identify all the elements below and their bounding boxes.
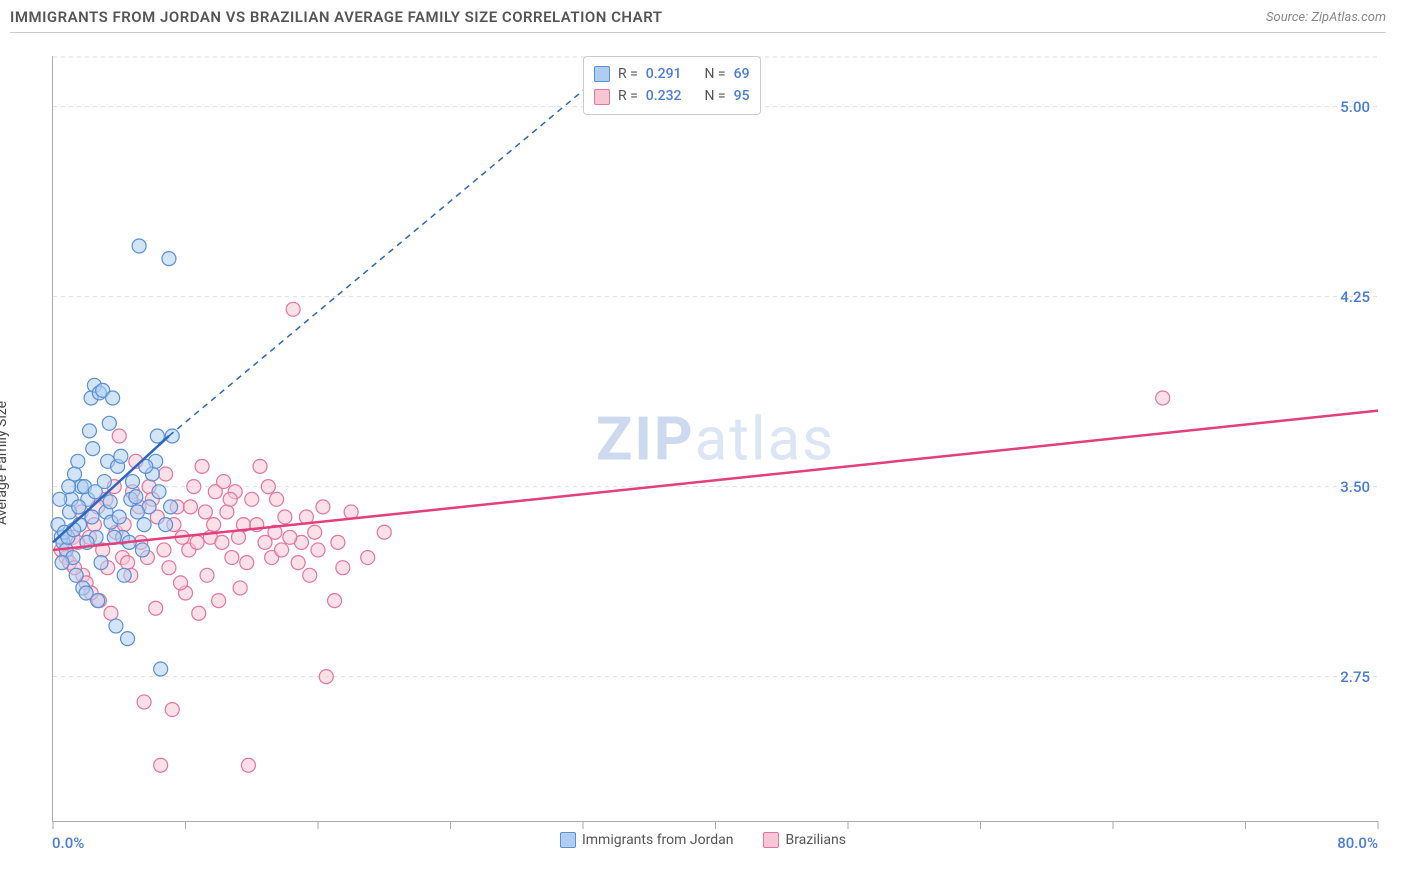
series-legend: Immigrants from Jordan Brazilians [10,832,1396,848]
y-tick-label: 5.00 [1340,98,1370,116]
n-label: N = [704,63,725,85]
chart-area: Average Family Size ZIPatlas R = 0.291 N… [10,44,1396,882]
stats-legend: R = 0.291 N = 69 R = 0.232 N = 95 [583,56,761,115]
y-axis-label: Average Family Size [0,401,10,525]
legend-label: Brazilians [785,832,846,848]
n-value: 95 [734,85,750,107]
stats-row: R = 0.232 N = 95 [594,85,750,107]
legend-swatch [763,832,779,848]
n-value: 69 [734,63,750,85]
r-label: R = [618,63,638,85]
scatter-svg [53,56,1378,821]
legend-item: Immigrants from Jordan [560,832,734,848]
r-value: 0.232 [646,85,682,107]
source-name: ZipAtlas.com [1311,10,1386,25]
y-tick-label: 3.50 [1340,478,1370,496]
legend-swatch [560,832,576,848]
stats-swatch [594,66,610,82]
y-tick-label: 4.25 [1340,288,1370,306]
header: IMMIGRANTS FROM JORDAN VS BRAZILIAN AVER… [10,8,1386,33]
source-prefix: Source: [1266,10,1311,25]
r-value: 0.291 [646,63,682,85]
stats-row: R = 0.291 N = 69 [594,63,750,85]
plot-area: ZIPatlas R = 0.291 N = 69 R = 0.232 N = … [52,56,1378,822]
r-label: R = [618,85,638,107]
legend-item: Brazilians [763,832,846,848]
legend-label: Immigrants from Jordan [582,832,734,848]
source-attribution: Source: ZipAtlas.com [1266,10,1386,25]
n-label: N = [704,85,725,107]
chart-title: IMMIGRANTS FROM JORDAN VS BRAZILIAN AVER… [10,8,662,26]
stats-swatch [594,89,610,105]
y-tick-label: 2.75 [1340,668,1370,686]
chart-container: IMMIGRANTS FROM JORDAN VS BRAZILIAN AVER… [0,0,1406,892]
